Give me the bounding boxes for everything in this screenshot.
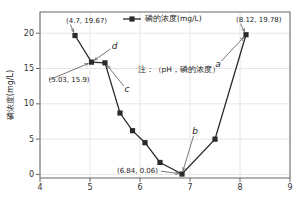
tick-mark (190, 178, 191, 182)
tick-mark (36, 68, 40, 69)
data-point (89, 60, 94, 65)
tick-mark (240, 178, 241, 182)
legend: 磷的浓度(mg/L) (123, 14, 202, 23)
grid-line (40, 139, 290, 140)
annotation-arrow (70, 24, 73, 32)
tick-label: 15 (24, 64, 34, 73)
tick-label: 5 (29, 135, 34, 144)
legend-marker (129, 16, 134, 21)
data-point (102, 60, 107, 65)
annotation-arrow (107, 66, 124, 86)
tick-label: 5 (87, 183, 92, 192)
annotation-arrow (94, 49, 110, 60)
annotations: (4.7, 19.67)(5.03, 15.9)(6.84, 0.06)(8.1… (49, 16, 282, 175)
letter-label: d (112, 41, 118, 51)
grid-line (190, 12, 191, 178)
letter-label: b (192, 126, 198, 136)
grid-line (90, 12, 91, 178)
data-point (212, 137, 217, 142)
tick-label: 7 (187, 183, 192, 192)
annotation-arrow (183, 136, 194, 171)
data-point (72, 33, 77, 38)
data-point (157, 160, 162, 165)
data-point (243, 32, 248, 37)
plot-area (72, 32, 248, 176)
annotation-arrow (240, 24, 244, 32)
coordinate-label: (6.84, 0.06) (117, 167, 158, 175)
annotation-arrow (49, 64, 88, 80)
letter-label: c (125, 84, 130, 94)
plot-frame (40, 12, 290, 178)
coordinate-label: (8.12, 19.78) (236, 16, 282, 24)
coordinate-label: (4.7, 19.67) (66, 17, 107, 25)
tick-mark (36, 139, 40, 140)
note: 注：（pH，磷的浓度） (138, 65, 220, 74)
tick-label: 4 (37, 183, 42, 192)
tick-mark (140, 178, 141, 182)
annotation-arrow (161, 171, 179, 173)
tick-label: 6 (137, 183, 142, 192)
grid-line (240, 12, 241, 178)
data-point (142, 140, 147, 145)
annotation-arrow (221, 37, 243, 61)
tick-mark (290, 178, 291, 182)
legend-label: 磷的浓度(mg/L) (144, 14, 202, 23)
tick-label: 9 (287, 183, 292, 192)
tick-label: 10 (24, 99, 34, 108)
grid-line (140, 12, 141, 178)
data-line (75, 35, 246, 174)
grid-line (40, 174, 290, 175)
data-point (117, 110, 122, 115)
grid-line (40, 103, 290, 104)
chart: 05101520456789磷浓度(mg/L)磷的浓度(mg/L)(4.7, 1… (0, 0, 300, 200)
data-point (179, 171, 184, 176)
tick-label: 8 (237, 183, 242, 192)
tick-label: 20 (24, 29, 34, 38)
data-point (130, 128, 135, 133)
tick-mark (36, 103, 40, 104)
y-axis-label: 磷浓度(mg/L) (6, 70, 15, 121)
tick-mark (90, 178, 91, 182)
tick-label: 0 (29, 170, 34, 179)
tick-mark (36, 174, 40, 175)
tick-mark (36, 33, 40, 34)
tick-mark (40, 178, 41, 182)
axes: 0 5 10 15 20 4 5 6 7 8 9 (24, 12, 293, 192)
